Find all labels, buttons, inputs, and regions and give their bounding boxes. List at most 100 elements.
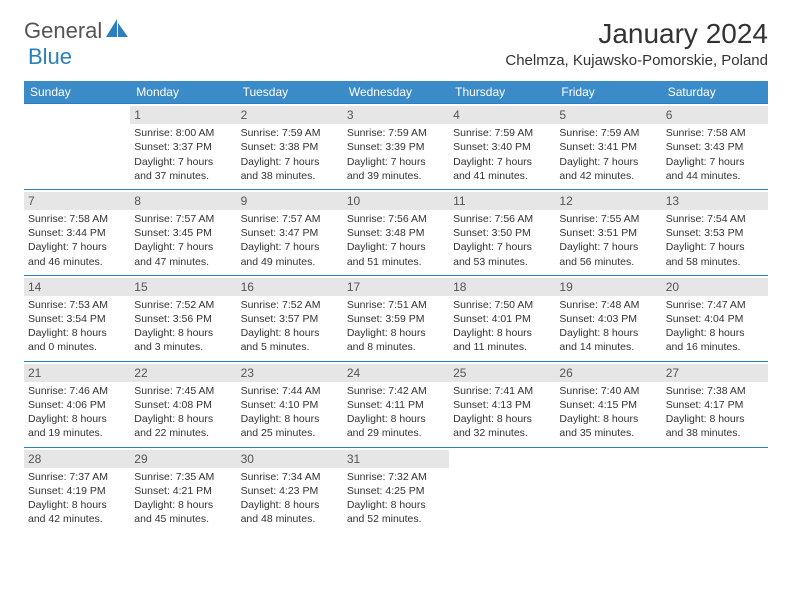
daylight-text: Daylight: 8 hours and 42 minutes. [28, 498, 126, 526]
logo-text-blue-row: Blue [28, 44, 72, 70]
cell-body: Sunrise: 7:56 AMSunset: 3:48 PMDaylight:… [347, 212, 445, 269]
cell-body: Sunrise: 7:54 AMSunset: 3:53 PMDaylight:… [666, 212, 764, 269]
calendar-cell [662, 447, 768, 532]
cell-body: Sunrise: 7:37 AMSunset: 4:19 PMDaylight:… [28, 470, 126, 527]
day-number: 21 [24, 364, 130, 382]
day-number: 23 [237, 364, 343, 382]
calendar-row: 28Sunrise: 7:37 AMSunset: 4:19 PMDayligh… [24, 447, 768, 532]
sunset-text: Sunset: 4:08 PM [134, 398, 232, 412]
sunset-text: Sunset: 3:45 PM [134, 226, 232, 240]
calendar-cell: 30Sunrise: 7:34 AMSunset: 4:23 PMDayligh… [237, 447, 343, 532]
daylight-text: Daylight: 8 hours and 3 minutes. [134, 326, 232, 354]
calendar-body: 1Sunrise: 8:00 AMSunset: 3:37 PMDaylight… [24, 104, 768, 533]
cell-body: Sunrise: 7:59 AMSunset: 3:38 PMDaylight:… [241, 126, 339, 183]
sunset-text: Sunset: 3:53 PM [666, 226, 764, 240]
daylight-text: Daylight: 8 hours and 16 minutes. [666, 326, 764, 354]
sunset-text: Sunset: 4:19 PM [28, 484, 126, 498]
day-number: 13 [662, 192, 768, 210]
sunrise-text: Sunrise: 7:42 AM [347, 384, 445, 398]
daylight-text: Daylight: 8 hours and 25 minutes. [241, 412, 339, 440]
sunrise-text: Sunrise: 7:58 AM [666, 126, 764, 140]
sunrise-text: Sunrise: 8:00 AM [134, 126, 232, 140]
sunset-text: Sunset: 3:48 PM [347, 226, 445, 240]
calendar-row: 7Sunrise: 7:58 AMSunset: 3:44 PMDaylight… [24, 189, 768, 275]
day-number: 26 [555, 364, 661, 382]
weekday-header: Friday [555, 81, 661, 104]
sunset-text: Sunset: 4:23 PM [241, 484, 339, 498]
weekday-header: Thursday [449, 81, 555, 104]
sunset-text: Sunset: 3:37 PM [134, 140, 232, 154]
calendar-cell: 11Sunrise: 7:56 AMSunset: 3:50 PMDayligh… [449, 189, 555, 275]
sunset-text: Sunset: 4:03 PM [559, 312, 657, 326]
calendar-cell: 12Sunrise: 7:55 AMSunset: 3:51 PMDayligh… [555, 189, 661, 275]
cell-body: Sunrise: 7:58 AMSunset: 3:43 PMDaylight:… [666, 126, 764, 183]
calendar-cell: 24Sunrise: 7:42 AMSunset: 4:11 PMDayligh… [343, 361, 449, 447]
cell-body: Sunrise: 7:51 AMSunset: 3:59 PMDaylight:… [347, 298, 445, 355]
sunset-text: Sunset: 3:59 PM [347, 312, 445, 326]
cell-body: Sunrise: 7:48 AMSunset: 4:03 PMDaylight:… [559, 298, 657, 355]
sunrise-text: Sunrise: 7:32 AM [347, 470, 445, 484]
cell-body: Sunrise: 7:41 AMSunset: 4:13 PMDaylight:… [453, 384, 551, 441]
cell-body: Sunrise: 7:57 AMSunset: 3:47 PMDaylight:… [241, 212, 339, 269]
calendar-table: Sunday Monday Tuesday Wednesday Thursday… [24, 81, 768, 532]
sunrise-text: Sunrise: 7:59 AM [241, 126, 339, 140]
calendar-cell: 14Sunrise: 7:53 AMSunset: 3:54 PMDayligh… [24, 275, 130, 361]
day-number: 18 [449, 278, 555, 296]
calendar-cell: 10Sunrise: 7:56 AMSunset: 3:48 PMDayligh… [343, 189, 449, 275]
day-number: 6 [662, 106, 768, 124]
day-number: 24 [343, 364, 449, 382]
day-number: 25 [449, 364, 555, 382]
sunrise-text: Sunrise: 7:37 AM [28, 470, 126, 484]
calendar-cell: 7Sunrise: 7:58 AMSunset: 3:44 PMDaylight… [24, 189, 130, 275]
calendar-cell [449, 447, 555, 532]
day-number: 20 [662, 278, 768, 296]
sunset-text: Sunset: 3:44 PM [28, 226, 126, 240]
sunrise-text: Sunrise: 7:54 AM [666, 212, 764, 226]
daylight-text: Daylight: 8 hours and 19 minutes. [28, 412, 126, 440]
cell-body: Sunrise: 7:47 AMSunset: 4:04 PMDaylight:… [666, 298, 764, 355]
weekday-header: Tuesday [237, 81, 343, 104]
day-number: 4 [449, 106, 555, 124]
daylight-text: Daylight: 7 hours and 58 minutes. [666, 240, 764, 268]
daylight-text: Daylight: 7 hours and 44 minutes. [666, 155, 764, 183]
calendar-cell: 16Sunrise: 7:52 AMSunset: 3:57 PMDayligh… [237, 275, 343, 361]
sunrise-text: Sunrise: 7:56 AM [453, 212, 551, 226]
calendar-cell: 17Sunrise: 7:51 AMSunset: 3:59 PMDayligh… [343, 275, 449, 361]
day-number: 5 [555, 106, 661, 124]
daylight-text: Daylight: 8 hours and 45 minutes. [134, 498, 232, 526]
daylight-text: Daylight: 7 hours and 46 minutes. [28, 240, 126, 268]
daylight-text: Daylight: 8 hours and 22 minutes. [134, 412, 232, 440]
logo: General [24, 18, 130, 44]
calendar-cell: 19 Sunrise: 7:48 AMSunset: 4:03 PMDayligh… [555, 275, 661, 361]
sunset-text: Sunset: 3:38 PM [241, 140, 339, 154]
calendar-cell: 4Sunrise: 7:59 AMSunset: 3:40 PMDaylight… [449, 104, 555, 190]
logo-text-blue: Blue [28, 44, 72, 69]
sunrise-text: Sunrise: 7:58 AM [28, 212, 126, 226]
daylight-text: Daylight: 7 hours and 53 minutes. [453, 240, 551, 268]
day-number: 30 [237, 450, 343, 468]
weekday-header: Monday [130, 81, 236, 104]
sunrise-text: Sunrise: 7:41 AM [453, 384, 551, 398]
weekday-header: Wednesday [343, 81, 449, 104]
calendar-cell: 5 Sunrise: 7:59 AMSunset: 3:41 PMDaylight… [555, 104, 661, 190]
daylight-text: Daylight: 7 hours and 42 minutes. [559, 155, 657, 183]
day-number: 19 [555, 278, 661, 296]
cell-body: Sunrise: 7:45 AMSunset: 4:08 PMDaylight:… [134, 384, 232, 441]
logo-sail-icon [106, 19, 128, 44]
cell-body: Sunrise: 7:59 AMSunset: 3:41 PMDaylight:… [559, 126, 657, 183]
cell-body: Sunrise: 7:56 AMSunset: 3:50 PMDaylight:… [453, 212, 551, 269]
sunrise-text: Sunrise: 7:46 AM [28, 384, 126, 398]
cell-body: Sunrise: 7:52 AMSunset: 3:57 PMDaylight:… [241, 298, 339, 355]
sunset-text: Sunset: 3:50 PM [453, 226, 551, 240]
sunset-text: Sunset: 4:25 PM [347, 484, 445, 498]
calendar-cell [24, 104, 130, 190]
daylight-text: Daylight: 8 hours and 5 minutes. [241, 326, 339, 354]
sunrise-text: Sunrise: 7:52 AM [241, 298, 339, 312]
daylight-text: Daylight: 7 hours and 49 minutes. [241, 240, 339, 268]
sunset-text: Sunset: 4:17 PM [666, 398, 764, 412]
sunrise-text: Sunrise: 7:51 AM [347, 298, 445, 312]
daylight-text: Daylight: 8 hours and 29 minutes. [347, 412, 445, 440]
day-number: 14 [24, 278, 130, 296]
daylight-text: Daylight: 8 hours and 11 minutes. [453, 326, 551, 354]
sunrise-text: Sunrise: 7:50 AM [453, 298, 551, 312]
